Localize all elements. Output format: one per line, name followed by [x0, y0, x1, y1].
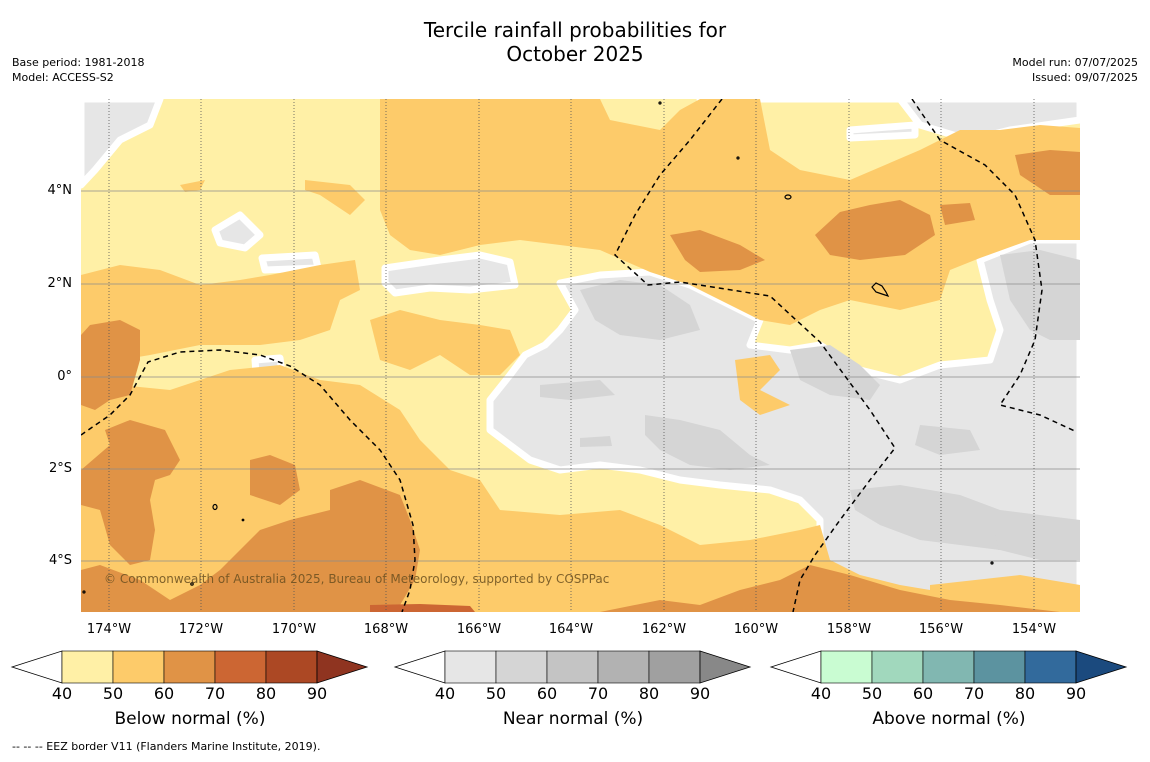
colorbar-above-swatch: [871, 650, 924, 684]
colorbar-above-swatch: [1024, 650, 1077, 684]
lat-label: 2°N: [47, 276, 73, 291]
lat-label: 0°: [57, 369, 72, 384]
colorbar-below-swatch: [112, 650, 165, 684]
colorbar-near-min-arrow: [393, 650, 446, 684]
meta-left: Base period: 1981-2018 Model: ACCESS-S2: [12, 55, 144, 85]
colorbar-above-swatch: [820, 650, 873, 684]
below-normal-60: [81, 150, 1080, 612]
colorbar-above-swatch: [973, 650, 1026, 684]
colorbar-below: [10, 650, 369, 684]
colorbar-tick: 50: [102, 684, 124, 703]
title-line-2: October 2025: [506, 42, 644, 66]
lon-label: 172°W: [178, 622, 224, 637]
colorbar-above-title: Above normal (%): [872, 709, 1026, 729]
colorbar-near-swatch: [597, 650, 650, 684]
lon-label: 166°W: [456, 622, 502, 637]
lon-label: 174°W: [86, 622, 132, 637]
lon-label: 170°W: [271, 622, 317, 637]
colorbar-below-title: Below normal (%): [114, 709, 266, 729]
colorbar-below-swatch: [214, 650, 267, 684]
map-layers: [81, 99, 1080, 612]
colorbar-above-swatch: [922, 650, 975, 684]
colorbar-near-max-arrow: [699, 650, 752, 684]
colorbar-tick: 60: [912, 684, 934, 703]
meta-right: Model run: 07/07/2025 Issued: 09/07/2025: [1012, 55, 1138, 85]
copyright-text: © Commonwealth of Australia 2025, Bureau…: [104, 572, 610, 586]
colorbar-tick: 90: [689, 684, 711, 703]
colorbar-tick: 90: [306, 684, 328, 703]
colorbar-tick: 40: [810, 684, 832, 703]
colorbar-near-swatch: [444, 650, 497, 684]
colorbar-near-title: Near normal (%): [502, 709, 644, 729]
colorbar-tick: 90: [1065, 684, 1087, 703]
base-period: Base period: 1981-2018: [12, 56, 145, 69]
colorbar-below-max-arrow: [316, 650, 369, 684]
lon-label: 164°W: [548, 622, 594, 637]
colorbar-below-swatch: [163, 650, 216, 684]
colorbar-tick: 60: [153, 684, 175, 703]
lat-gridlines: [81, 190, 1080, 562]
colorbar-tick: 80: [1014, 684, 1036, 703]
lon-label: 162°W: [641, 622, 687, 637]
model-run: Model run: 07/07/2025: [1012, 56, 1138, 69]
colorbar-tick: 70: [587, 684, 609, 703]
title-line-1: Tercile rainfall probabilities for: [423, 18, 727, 42]
below-normal-70: [370, 604, 475, 612]
colorbar-near-swatch: [546, 650, 599, 684]
colorbar-tick: 50: [861, 684, 883, 703]
lat-label: 4°S: [48, 553, 72, 568]
eez-borders: [81, 99, 1078, 612]
lon-label: 168°W: [363, 622, 409, 637]
lon-label: 156°W: [918, 622, 964, 637]
lat-label: 4°N: [47, 183, 73, 198]
colorbar-below-swatch: [265, 650, 318, 684]
colorbar-tick: 40: [51, 684, 73, 703]
colorbar-above-min-arrow: [769, 650, 822, 684]
colorbar-tick: 70: [204, 684, 226, 703]
near-normal-50: [540, 250, 1080, 560]
lon-label: 154°W: [1011, 622, 1057, 637]
colorbar-tick: 40: [434, 684, 456, 703]
colorbar-tick: 80: [638, 684, 660, 703]
colorbar-near-swatch: [495, 650, 548, 684]
colorbar-tick: 70: [963, 684, 985, 703]
colorbar-near: [393, 650, 752, 684]
colorbar-tick: 60: [536, 684, 558, 703]
colorbar-above-max-arrow: [1075, 650, 1128, 684]
lon-label: 160°W: [733, 622, 779, 637]
model-name: Model: ACCESS-S2: [12, 71, 114, 84]
colorbar-tick: 50: [485, 684, 507, 703]
islands: [82, 101, 994, 594]
eez-footnote: -- -- -- EEZ border V11 (Flanders Marine…: [12, 740, 321, 753]
lon-label: 158°W: [826, 622, 872, 637]
chart-title: Tercile rainfall probabilities for Octob…: [0, 18, 1150, 66]
colorbar-near-swatch: [648, 650, 701, 684]
colorbar-below-min-arrow: [10, 650, 63, 684]
colorbar-below-swatch: [61, 650, 114, 684]
colorbar-tick: 80: [255, 684, 277, 703]
issued-date: Issued: 09/07/2025: [1031, 71, 1138, 84]
colorbar-above: [769, 650, 1128, 684]
lat-label: 2°S: [48, 461, 72, 476]
